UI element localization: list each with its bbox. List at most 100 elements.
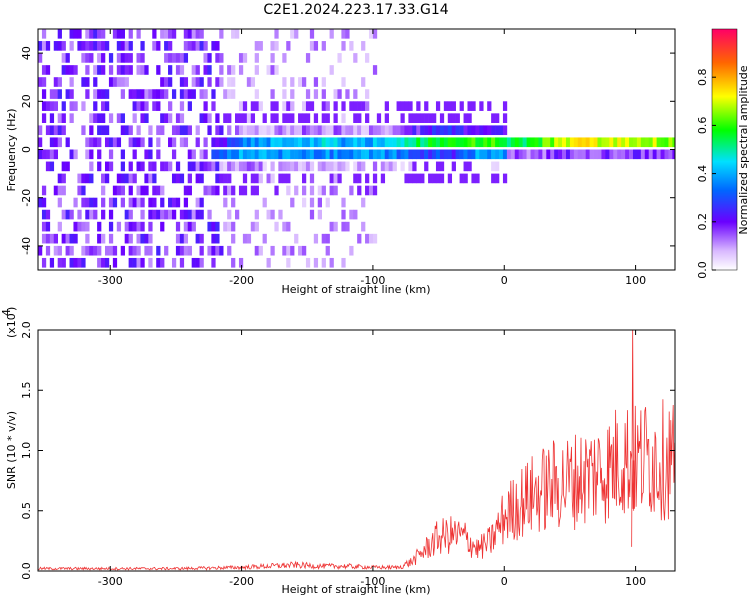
heatmap-cell xyxy=(195,29,200,39)
heatmap-cell xyxy=(65,245,70,256)
heatmap-cell xyxy=(538,149,543,160)
heatmap-cell xyxy=(124,209,129,220)
heatmap-cell xyxy=(459,101,464,111)
heatmap-cell xyxy=(412,149,417,160)
heatmap-cell xyxy=(305,137,311,148)
heatmap-cell xyxy=(211,221,216,232)
heatmap-cell xyxy=(187,161,192,172)
heatmap-cell xyxy=(231,137,236,148)
heatmap-cell xyxy=(341,257,346,268)
heatmap-cell xyxy=(392,149,397,160)
heatmap-cell xyxy=(368,233,374,244)
heatmap-cell xyxy=(227,245,232,256)
heatmap-cell xyxy=(341,125,346,136)
heatmap-cell xyxy=(195,161,200,172)
heatmap-cell xyxy=(136,257,141,268)
heatmap-cell xyxy=(491,149,496,160)
heatmap-cell xyxy=(219,65,224,75)
heatmap-cell xyxy=(368,137,374,148)
heatmap-cell xyxy=(329,173,334,184)
heatmap-cell xyxy=(290,89,295,99)
heatmap-y-tick-label: -20 xyxy=(20,189,33,207)
heatmap-cell xyxy=(365,101,370,111)
heatmap-cell xyxy=(187,101,192,111)
heatmap-cell xyxy=(270,41,275,51)
heatmap-cell xyxy=(101,29,106,39)
heatmap-cell xyxy=(475,125,480,136)
snr-x-tick-label: 100 xyxy=(625,575,646,588)
heatmap-cell xyxy=(104,173,110,184)
heatmap-cell xyxy=(49,113,55,123)
heatmap-cell xyxy=(380,125,386,136)
heatmap-cell xyxy=(408,137,413,148)
heatmap-cell xyxy=(128,41,133,51)
heatmap-cell xyxy=(305,101,311,111)
heatmap-cell xyxy=(160,113,165,123)
heatmap-cell xyxy=(160,221,165,232)
heatmap-cell xyxy=(294,233,299,244)
heatmap-cell xyxy=(211,41,216,51)
heatmap-cell xyxy=(372,149,378,160)
heatmap-cell xyxy=(93,89,98,99)
heatmap-cell xyxy=(408,113,413,123)
heatmap-cell xyxy=(463,149,468,160)
colorbar-tick-label: 0.8 xyxy=(696,68,709,86)
heatmap-cell xyxy=(45,209,51,220)
heatmap-cell xyxy=(238,65,244,75)
heatmap-cell xyxy=(495,113,500,123)
heatmap-cell xyxy=(45,245,51,256)
heatmap-cell xyxy=(191,65,196,75)
heatmap-cell xyxy=(148,161,153,172)
heatmap-cell xyxy=(337,137,342,148)
heatmap-cell xyxy=(104,257,110,268)
heatmap-cell xyxy=(301,137,307,148)
heatmap-cell xyxy=(132,257,137,268)
heatmap-cell xyxy=(404,149,409,160)
heatmap-cell xyxy=(140,233,145,244)
heatmap-cell xyxy=(191,29,196,39)
heatmap-cell xyxy=(171,137,177,148)
heatmap-cell xyxy=(357,113,362,123)
heatmap-cell xyxy=(479,125,484,136)
heatmap-cell xyxy=(305,113,311,123)
heatmap-cell xyxy=(341,221,346,232)
heatmap-cell xyxy=(41,101,47,111)
heatmap-cell xyxy=(124,233,129,244)
heatmap-cell xyxy=(168,29,173,39)
heatmap-cell xyxy=(73,257,78,268)
heatmap-y-tick-label: -40 xyxy=(20,237,33,255)
heatmap-cell xyxy=(164,89,169,99)
heatmap-cell xyxy=(467,125,472,136)
heatmap-cell xyxy=(132,197,137,208)
heatmap-cell xyxy=(341,137,346,148)
heatmap-cell xyxy=(451,161,456,172)
heatmap-cell xyxy=(219,77,224,87)
heatmap-cell xyxy=(148,125,153,136)
snr-plot-frame xyxy=(37,329,676,572)
heatmap-cell xyxy=(93,209,98,220)
heatmap-cell xyxy=(325,101,330,111)
heatmap-cell xyxy=(321,149,326,160)
heatmap-cell xyxy=(542,149,547,160)
heatmap-cell xyxy=(81,125,86,136)
heatmap-cell xyxy=(325,113,330,123)
heatmap-cell xyxy=(132,173,137,184)
heatmap-cell xyxy=(69,77,74,87)
heatmap-cell xyxy=(144,149,149,160)
heatmap-cell xyxy=(69,113,74,123)
heatmap-cell xyxy=(388,137,393,148)
heatmap-cell xyxy=(329,161,334,172)
heatmap-cell xyxy=(392,125,397,136)
heatmap-cell xyxy=(175,125,181,136)
heatmap-cell xyxy=(128,185,133,196)
snr-y-tick-label: 1.5 xyxy=(20,382,33,400)
heatmap-cell xyxy=(565,137,571,148)
heatmap-cell xyxy=(120,89,125,99)
heatmap-cell xyxy=(120,53,125,63)
heatmap-cell xyxy=(73,221,78,232)
heatmap-cell xyxy=(333,125,338,136)
heatmap-cell xyxy=(227,89,232,99)
heatmap-cell xyxy=(132,245,137,256)
heatmap-cell xyxy=(242,149,248,160)
heatmap-cell xyxy=(97,137,102,148)
